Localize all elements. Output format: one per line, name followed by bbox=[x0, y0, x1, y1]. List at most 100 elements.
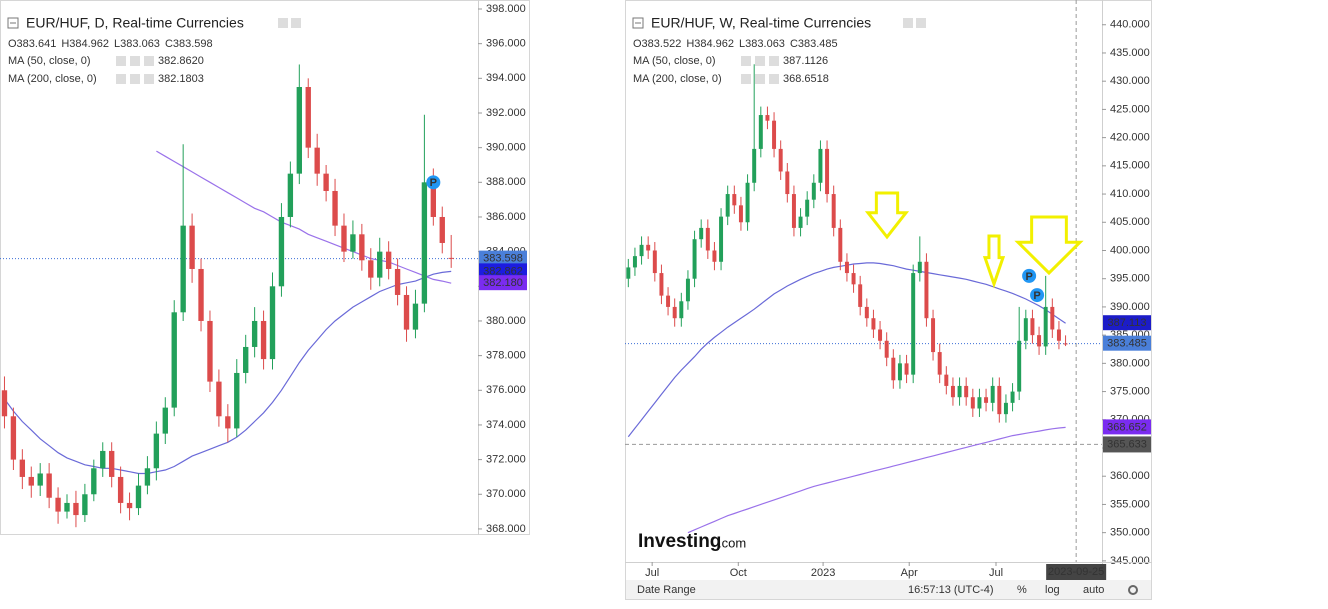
candle-body bbox=[719, 216, 724, 262]
indicator-name: MA (200, close, 0) bbox=[633, 73, 722, 85]
price-badge-label: 387.113 bbox=[1108, 317, 1147, 329]
indicator-icon bbox=[130, 74, 140, 84]
candle-body bbox=[126, 502, 133, 509]
header-icon bbox=[291, 18, 301, 28]
candle-body bbox=[46, 473, 52, 498]
indicator-value: 387.1126 bbox=[783, 55, 828, 67]
price-badge bbox=[1103, 315, 1151, 331]
header-icon bbox=[916, 18, 926, 28]
candle-body bbox=[957, 385, 962, 398]
candle-body bbox=[752, 148, 757, 183]
candle-body bbox=[646, 244, 651, 251]
candle-body bbox=[341, 225, 347, 252]
candle-body bbox=[990, 385, 995, 403]
candle-body bbox=[207, 320, 213, 382]
y-tick-label: 374.000 bbox=[486, 419, 526, 431]
settings-icon[interactable] bbox=[1128, 585, 1138, 595]
y-tick-label: 386.000 bbox=[486, 211, 526, 223]
candle-body bbox=[251, 320, 258, 347]
candle-body bbox=[117, 476, 124, 503]
chart-frame bbox=[0, 0, 530, 535]
candle-body bbox=[950, 385, 955, 398]
candle-body bbox=[984, 397, 989, 403]
chart-title: EUR/HUF, D, Real-time Currencies bbox=[26, 15, 244, 31]
y-tick-label: 396.000 bbox=[486, 38, 526, 50]
price-badge-label: 383.485 bbox=[1107, 338, 1147, 350]
toolbar-item[interactable]: 16:57:13 (UTC-4) bbox=[908, 584, 994, 596]
event-marker bbox=[1030, 288, 1045, 303]
candle-body bbox=[944, 374, 949, 386]
ohlc-value: L383.063 bbox=[114, 38, 160, 50]
candle-body bbox=[377, 251, 383, 278]
candle-body bbox=[725, 194, 730, 217]
candle-body bbox=[772, 120, 777, 149]
candle-body bbox=[1, 390, 8, 417]
annotation-arrow bbox=[1014, 215, 1084, 276]
candle-body bbox=[785, 171, 790, 195]
candle-body bbox=[394, 268, 401, 295]
toolbar-item[interactable]: log bbox=[1045, 584, 1060, 596]
candle-body bbox=[100, 450, 106, 469]
y-tick-label: 370.000 bbox=[486, 488, 526, 500]
y-tick-label: 380.000 bbox=[486, 315, 526, 327]
candle-body bbox=[871, 318, 876, 330]
candle-body bbox=[672, 306, 677, 319]
candle-body bbox=[831, 194, 836, 228]
candle-body bbox=[55, 497, 61, 512]
candle-body bbox=[10, 416, 17, 460]
candle-body bbox=[368, 260, 374, 278]
chart-frame bbox=[625, 0, 1152, 600]
candle-body bbox=[897, 363, 902, 381]
indicator-value: 368.6518 bbox=[783, 73, 829, 85]
chart-title: EUR/HUF, W, Real-time Currencies bbox=[651, 15, 871, 31]
candle-body bbox=[864, 306, 869, 319]
crosshair-y-label: 365.633 bbox=[1107, 438, 1147, 450]
candle-body bbox=[287, 173, 294, 217]
y-tick-label: 388.000 bbox=[486, 176, 526, 188]
candle-body bbox=[652, 250, 657, 274]
event-marker-label: P bbox=[430, 177, 437, 189]
candle-body bbox=[296, 87, 302, 174]
y-tick-label: 395.000 bbox=[1110, 273, 1150, 285]
y-tick-label: 378.000 bbox=[486, 350, 526, 362]
toolbar-item[interactable]: Date Range bbox=[637, 584, 696, 596]
indicator-value: 382.8620 bbox=[158, 55, 204, 67]
event-marker-label: P bbox=[1025, 271, 1032, 283]
price-badge bbox=[479, 250, 527, 266]
candle-body bbox=[745, 182, 750, 223]
candle-body bbox=[1043, 306, 1048, 347]
candle-body bbox=[1030, 318, 1035, 336]
candle-body bbox=[144, 468, 151, 486]
candle-body bbox=[189, 225, 195, 269]
candle-body bbox=[692, 239, 697, 279]
candle-body bbox=[1037, 335, 1042, 347]
candle-body bbox=[421, 182, 428, 304]
ohlc-value: C383.485 bbox=[790, 38, 838, 50]
y-tick-label: 440.000 bbox=[1110, 19, 1150, 31]
x-tick-label: 2023 bbox=[811, 567, 835, 579]
candle-body bbox=[269, 286, 276, 360]
candle-body bbox=[180, 225, 186, 313]
candle-body bbox=[278, 216, 285, 287]
candle-body bbox=[1017, 340, 1022, 392]
x-tick-label: Oct bbox=[730, 567, 747, 579]
y-tick-label: 420.000 bbox=[1110, 132, 1150, 144]
candle-body bbox=[359, 234, 365, 261]
candle-body bbox=[844, 261, 849, 274]
candle-body bbox=[699, 227, 704, 240]
candle-body bbox=[1023, 318, 1028, 341]
y-tick-label: 390.000 bbox=[486, 142, 526, 154]
candle-body bbox=[234, 372, 240, 429]
moving-average-line bbox=[4, 270, 452, 475]
candle-body bbox=[430, 182, 437, 217]
indicator-icon bbox=[769, 56, 779, 66]
toolbar-item[interactable]: % bbox=[1017, 584, 1027, 596]
candle-body bbox=[162, 407, 168, 434]
toolbar-item[interactable]: auto bbox=[1083, 584, 1104, 596]
annotation-arrow bbox=[982, 234, 1006, 289]
indicator-name: MA (50, close, 0) bbox=[8, 55, 91, 67]
candle-body bbox=[350, 234, 356, 252]
price-badge-label: 382.180 bbox=[483, 277, 523, 289]
crosshair-y-badge bbox=[1103, 436, 1151, 453]
ohlc-value: L383.063 bbox=[739, 38, 785, 50]
